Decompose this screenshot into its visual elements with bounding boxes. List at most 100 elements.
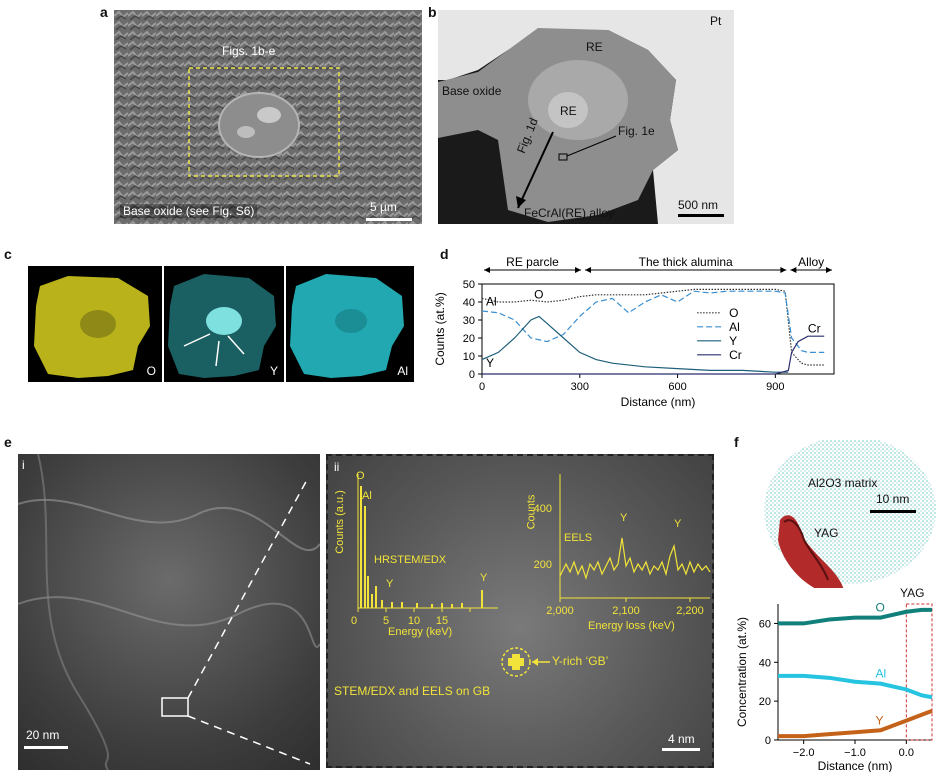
eels-peak-y2: Y bbox=[674, 518, 682, 530]
y-axis-label: Counts (at.%) bbox=[433, 292, 447, 365]
x-axis-label: Distance (nm) bbox=[818, 759, 893, 772]
svg-text:15: 15 bbox=[436, 615, 448, 627]
yag-region bbox=[905, 603, 933, 741]
scale-text-f: 10 nm bbox=[876, 492, 910, 506]
annotation: Cr bbox=[808, 322, 821, 336]
y-axis-label: Concentration (at.%) bbox=[735, 617, 749, 727]
edx-peak-o: O bbox=[356, 470, 365, 482]
scale-bar-b bbox=[678, 214, 724, 217]
y-tick-label: 0 bbox=[765, 735, 771, 747]
region-arrow-head bbox=[780, 267, 787, 273]
label-base-oxide: Base oxide bbox=[442, 84, 502, 98]
box-outline bbox=[188, 67, 340, 177]
eels-xlabel: Energy loss (keV) bbox=[588, 620, 675, 632]
annotation: O bbox=[534, 287, 543, 301]
stem-caption: STEM/EDX and EELS on GB bbox=[334, 684, 491, 698]
series-Y bbox=[778, 708, 933, 739]
y-tick-label: 20 bbox=[759, 696, 771, 708]
x-tick-label: 900 bbox=[766, 381, 784, 393]
region-arrow-head bbox=[585, 267, 592, 273]
label-pt: Pt bbox=[710, 14, 722, 28]
panel-f-label: f bbox=[734, 434, 739, 450]
box-label: Figs. 1b-e bbox=[222, 44, 276, 58]
map-y-label: Y bbox=[269, 364, 278, 378]
edx-peak-y1: Y bbox=[386, 578, 394, 590]
scale-bar-e-ii bbox=[662, 748, 700, 751]
edx-spectrum: 0 5 10 15 bbox=[351, 474, 498, 627]
x-tick-label: 600 bbox=[668, 381, 686, 393]
sem-image-b: Pt RE RE Base oxide Fig. 1d Fig. 1e FeCr… bbox=[438, 10, 734, 224]
region-label: Alloy bbox=[798, 255, 824, 269]
legend-entry: Y bbox=[729, 334, 737, 348]
legend-entry: Cr bbox=[729, 348, 742, 362]
region-arrow-head bbox=[790, 267, 797, 273]
edx-peak-y2: Y bbox=[480, 572, 488, 584]
map-al: Al bbox=[286, 266, 414, 382]
svg-text:2,100: 2,100 bbox=[612, 605, 640, 617]
sub-label-ii: ii bbox=[334, 460, 340, 474]
map-y: Y bbox=[164, 266, 284, 382]
y-rich-label: Y-rich ‘GB’ bbox=[552, 654, 609, 668]
series-Al bbox=[778, 673, 933, 700]
legend-entry: O bbox=[729, 306, 738, 320]
x-axis-label: Distance (nm) bbox=[621, 395, 696, 409]
x-tick-label: 0 bbox=[479, 381, 485, 393]
svg-text:2,200: 2,200 bbox=[676, 605, 704, 617]
panel-c-label: c bbox=[4, 246, 12, 262]
series-Al bbox=[481, 290, 825, 354]
stem-image-ii: ii 0 5 10 1 bbox=[326, 454, 714, 768]
eels-title: EELS bbox=[564, 532, 593, 544]
yag-region-label: YAG bbox=[900, 586, 925, 600]
y-tick-label: 10 bbox=[463, 351, 475, 363]
y-tick-label: 50 bbox=[463, 279, 475, 291]
chart-d: 0 300 600 900 0 10 20 30 40 50 Distance (nm) Counts… bbox=[433, 255, 835, 409]
svg-text:2,000: 2,000 bbox=[546, 605, 574, 617]
x-tick-label: −2.0 bbox=[793, 747, 815, 759]
label-re-2: RE bbox=[560, 104, 577, 118]
panel-a-label: a bbox=[100, 4, 108, 20]
eels-spectrum: 400 200 2,000 2,100 2,200 bbox=[534, 474, 711, 617]
label-re-1: RE bbox=[586, 40, 603, 54]
scale-text-b: 500 nm bbox=[678, 198, 719, 212]
apt-reconstruction: Al2O3 matrix YAG 10 nm bbox=[758, 440, 938, 588]
eels-ylabel: Counts bbox=[525, 494, 538, 530]
scale-text-e-i: 20 nm bbox=[26, 728, 60, 742]
matrix-label: Al2O3 matrix bbox=[808, 476, 878, 490]
sub-label-i: i bbox=[22, 458, 25, 472]
caption-a: Base oxide (see Fig. S6) bbox=[120, 204, 258, 218]
panel-e-label: e bbox=[4, 434, 12, 450]
svg-text:5: 5 bbox=[383, 615, 389, 627]
region-arrow-head bbox=[826, 267, 832, 273]
x-tick-label: −1.0 bbox=[844, 747, 866, 759]
chart-f: −2.0 −1.0 0.0 0 20 40 60 Distance (nm) Concentra… bbox=[735, 601, 933, 772]
series-label: Al bbox=[876, 667, 887, 681]
stem-image-i: i 20 nm bbox=[18, 454, 320, 770]
edx-ylabel: Counts (a.u.) bbox=[333, 490, 346, 554]
region-label: RE parcle bbox=[506, 255, 559, 269]
map-al-label: Al bbox=[397, 364, 408, 378]
edx-title: HRSTEM/EDX bbox=[374, 554, 447, 566]
svg-text:200: 200 bbox=[534, 559, 552, 571]
svg-text:10: 10 bbox=[408, 615, 420, 627]
series-label: Y bbox=[876, 713, 884, 727]
y-tick-label: 30 bbox=[463, 315, 475, 327]
annotation: Y bbox=[486, 356, 494, 370]
label-fig1e: Fig. 1e bbox=[618, 124, 655, 138]
series-Cr bbox=[482, 335, 825, 375]
panel-d-label: d bbox=[440, 246, 449, 262]
scale-text-a: 5 µm bbox=[370, 200, 397, 214]
panel-b-label: b bbox=[428, 4, 437, 20]
scale-text-e-ii: 4 nm bbox=[668, 732, 695, 746]
label-alloy: FeCrAl(RE) alloy bbox=[524, 206, 615, 220]
x-tick-label: 0.0 bbox=[899, 747, 914, 759]
map-o: O bbox=[28, 266, 162, 382]
series-O bbox=[778, 607, 932, 626]
annotation: Al bbox=[486, 295, 497, 309]
y-tick-label: 60 bbox=[759, 618, 771, 630]
map-o-label: O bbox=[146, 364, 156, 378]
edx-peak-al: Al bbox=[362, 490, 372, 502]
eels-peak-y1: Y bbox=[620, 512, 628, 524]
x-tick-label: 300 bbox=[571, 381, 589, 393]
series-Y bbox=[481, 315, 789, 373]
region-label: The thick alumina bbox=[639, 255, 733, 269]
